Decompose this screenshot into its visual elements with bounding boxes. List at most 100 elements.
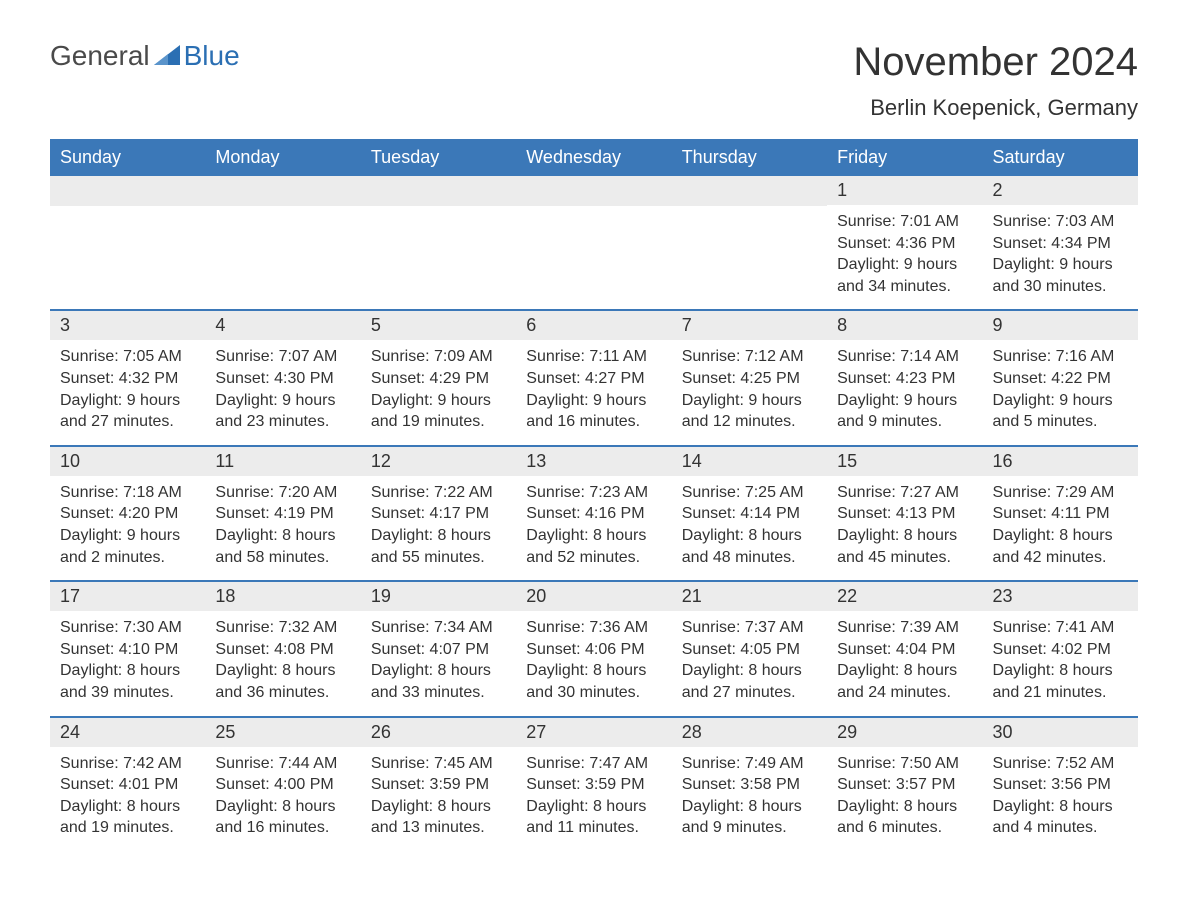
day-cell: 14Sunrise: 7:25 AMSunset: 4:14 PMDayligh… [672,447,827,580]
day-sunrise: Sunrise: 7:18 AM [60,482,195,504]
day-daylight1: Daylight: 8 hours [526,525,661,547]
day-daylight1: Daylight: 8 hours [993,660,1128,682]
day-number: 3 [50,311,205,340]
day-number: 26 [361,718,516,747]
day-sunrise: Sunrise: 7:20 AM [215,482,350,504]
day-number [361,176,516,206]
day-daylight2: and 34 minutes. [837,276,972,298]
day-daylight2: and 13 minutes. [371,817,506,839]
day-daylight1: Daylight: 8 hours [993,525,1128,547]
day-sunrise: Sunrise: 7:12 AM [682,346,817,368]
day-content: Sunrise: 7:07 AMSunset: 4:30 PMDaylight:… [205,340,360,444]
day-number: 27 [516,718,671,747]
day-sunrise: Sunrise: 7:05 AM [60,346,195,368]
day-content: Sunrise: 7:09 AMSunset: 4:29 PMDaylight:… [361,340,516,444]
day-sunrise: Sunrise: 7:47 AM [526,753,661,775]
day-cell: 28Sunrise: 7:49 AMSunset: 3:58 PMDayligh… [672,718,827,851]
day-daylight2: and 27 minutes. [60,411,195,433]
day-cell: 8Sunrise: 7:14 AMSunset: 4:23 PMDaylight… [827,311,982,444]
day-sunset: Sunset: 4:02 PM [993,639,1128,661]
day-number: 29 [827,718,982,747]
day-number: 10 [50,447,205,476]
day-cell: 20Sunrise: 7:36 AMSunset: 4:06 PMDayligh… [516,582,671,715]
day-sunrise: Sunrise: 7:14 AM [837,346,972,368]
day-number: 8 [827,311,982,340]
day-cell: 7Sunrise: 7:12 AMSunset: 4:25 PMDaylight… [672,311,827,444]
day-daylight1: Daylight: 8 hours [526,796,661,818]
day-daylight2: and 9 minutes. [837,411,972,433]
day-cell: 29Sunrise: 7:50 AMSunset: 3:57 PMDayligh… [827,718,982,851]
day-cell: 6Sunrise: 7:11 AMSunset: 4:27 PMDaylight… [516,311,671,444]
day-cell: 27Sunrise: 7:47 AMSunset: 3:59 PMDayligh… [516,718,671,851]
day-daylight2: and 4 minutes. [993,817,1128,839]
day-cell: 5Sunrise: 7:09 AMSunset: 4:29 PMDaylight… [361,311,516,444]
day-sunrise: Sunrise: 7:37 AM [682,617,817,639]
day-content: Sunrise: 7:37 AMSunset: 4:05 PMDaylight:… [672,611,827,715]
day-daylight2: and 19 minutes. [371,411,506,433]
day-daylight1: Daylight: 9 hours [993,390,1128,412]
day-content: Sunrise: 7:47 AMSunset: 3:59 PMDaylight:… [516,747,671,851]
day-sunset: Sunset: 4:34 PM [993,233,1128,255]
day-daylight1: Daylight: 9 hours [60,390,195,412]
week-row: 17Sunrise: 7:30 AMSunset: 4:10 PMDayligh… [50,580,1138,715]
day-sunrise: Sunrise: 7:16 AM [993,346,1128,368]
day-sunset: Sunset: 4:20 PM [60,503,195,525]
day-cell: 26Sunrise: 7:45 AMSunset: 3:59 PMDayligh… [361,718,516,851]
day-content: Sunrise: 7:05 AMSunset: 4:32 PMDaylight:… [50,340,205,444]
week-row: 1Sunrise: 7:01 AMSunset: 4:36 PMDaylight… [50,176,1138,309]
day-sunset: Sunset: 4:17 PM [371,503,506,525]
day-daylight2: and 58 minutes. [215,547,350,569]
day-content: Sunrise: 7:49 AMSunset: 3:58 PMDaylight:… [672,747,827,851]
day-number: 18 [205,582,360,611]
day-cell [361,176,516,309]
day-number [672,176,827,206]
day-content: Sunrise: 7:12 AMSunset: 4:25 PMDaylight:… [672,340,827,444]
day-cell: 23Sunrise: 7:41 AMSunset: 4:02 PMDayligh… [983,582,1138,715]
day-content: Sunrise: 7:27 AMSunset: 4:13 PMDaylight:… [827,476,982,580]
day-sunset: Sunset: 4:16 PM [526,503,661,525]
day-cell: 13Sunrise: 7:23 AMSunset: 4:16 PMDayligh… [516,447,671,580]
day-header-cell: Tuesday [361,139,516,176]
day-cell: 24Sunrise: 7:42 AMSunset: 4:01 PMDayligh… [50,718,205,851]
day-sunset: Sunset: 4:23 PM [837,368,972,390]
day-sunset: Sunset: 4:05 PM [682,639,817,661]
day-header-row: SundayMondayTuesdayWednesdayThursdayFrid… [50,139,1138,176]
day-cell: 9Sunrise: 7:16 AMSunset: 4:22 PMDaylight… [983,311,1138,444]
day-cell: 11Sunrise: 7:20 AMSunset: 4:19 PMDayligh… [205,447,360,580]
day-daylight2: and 33 minutes. [371,682,506,704]
calendar: SundayMondayTuesdayWednesdayThursdayFrid… [50,139,1138,851]
day-daylight1: Daylight: 8 hours [993,796,1128,818]
day-daylight2: and 52 minutes. [526,547,661,569]
day-content: Sunrise: 7:41 AMSunset: 4:02 PMDaylight:… [983,611,1138,715]
day-daylight1: Daylight: 9 hours [60,525,195,547]
day-cell: 4Sunrise: 7:07 AMSunset: 4:30 PMDaylight… [205,311,360,444]
day-number: 6 [516,311,671,340]
day-daylight1: Daylight: 8 hours [837,525,972,547]
day-cell: 25Sunrise: 7:44 AMSunset: 4:00 PMDayligh… [205,718,360,851]
day-sunset: Sunset: 4:19 PM [215,503,350,525]
day-number [205,176,360,206]
day-daylight2: and 12 minutes. [682,411,817,433]
day-sunrise: Sunrise: 7:03 AM [993,211,1128,233]
day-content: Sunrise: 7:16 AMSunset: 4:22 PMDaylight:… [983,340,1138,444]
day-sunset: Sunset: 4:27 PM [526,368,661,390]
day-sunset: Sunset: 4:11 PM [993,503,1128,525]
day-content: Sunrise: 7:42 AMSunset: 4:01 PMDaylight:… [50,747,205,851]
day-number: 24 [50,718,205,747]
day-content: Sunrise: 7:20 AMSunset: 4:19 PMDaylight:… [205,476,360,580]
day-daylight1: Daylight: 8 hours [60,660,195,682]
day-daylight2: and 48 minutes. [682,547,817,569]
day-content: Sunrise: 7:23 AMSunset: 4:16 PMDaylight:… [516,476,671,580]
day-sunset: Sunset: 4:08 PM [215,639,350,661]
day-sunrise: Sunrise: 7:23 AM [526,482,661,504]
day-header-cell: Wednesday [516,139,671,176]
day-number [516,176,671,206]
day-sunrise: Sunrise: 7:52 AM [993,753,1128,775]
day-cell: 12Sunrise: 7:22 AMSunset: 4:17 PMDayligh… [361,447,516,580]
day-cell: 2Sunrise: 7:03 AMSunset: 4:34 PMDaylight… [983,176,1138,309]
day-sunrise: Sunrise: 7:42 AM [60,753,195,775]
day-daylight2: and 30 minutes. [993,276,1128,298]
day-cell: 22Sunrise: 7:39 AMSunset: 4:04 PMDayligh… [827,582,982,715]
day-daylight2: and 19 minutes. [60,817,195,839]
day-content: Sunrise: 7:52 AMSunset: 3:56 PMDaylight:… [983,747,1138,851]
